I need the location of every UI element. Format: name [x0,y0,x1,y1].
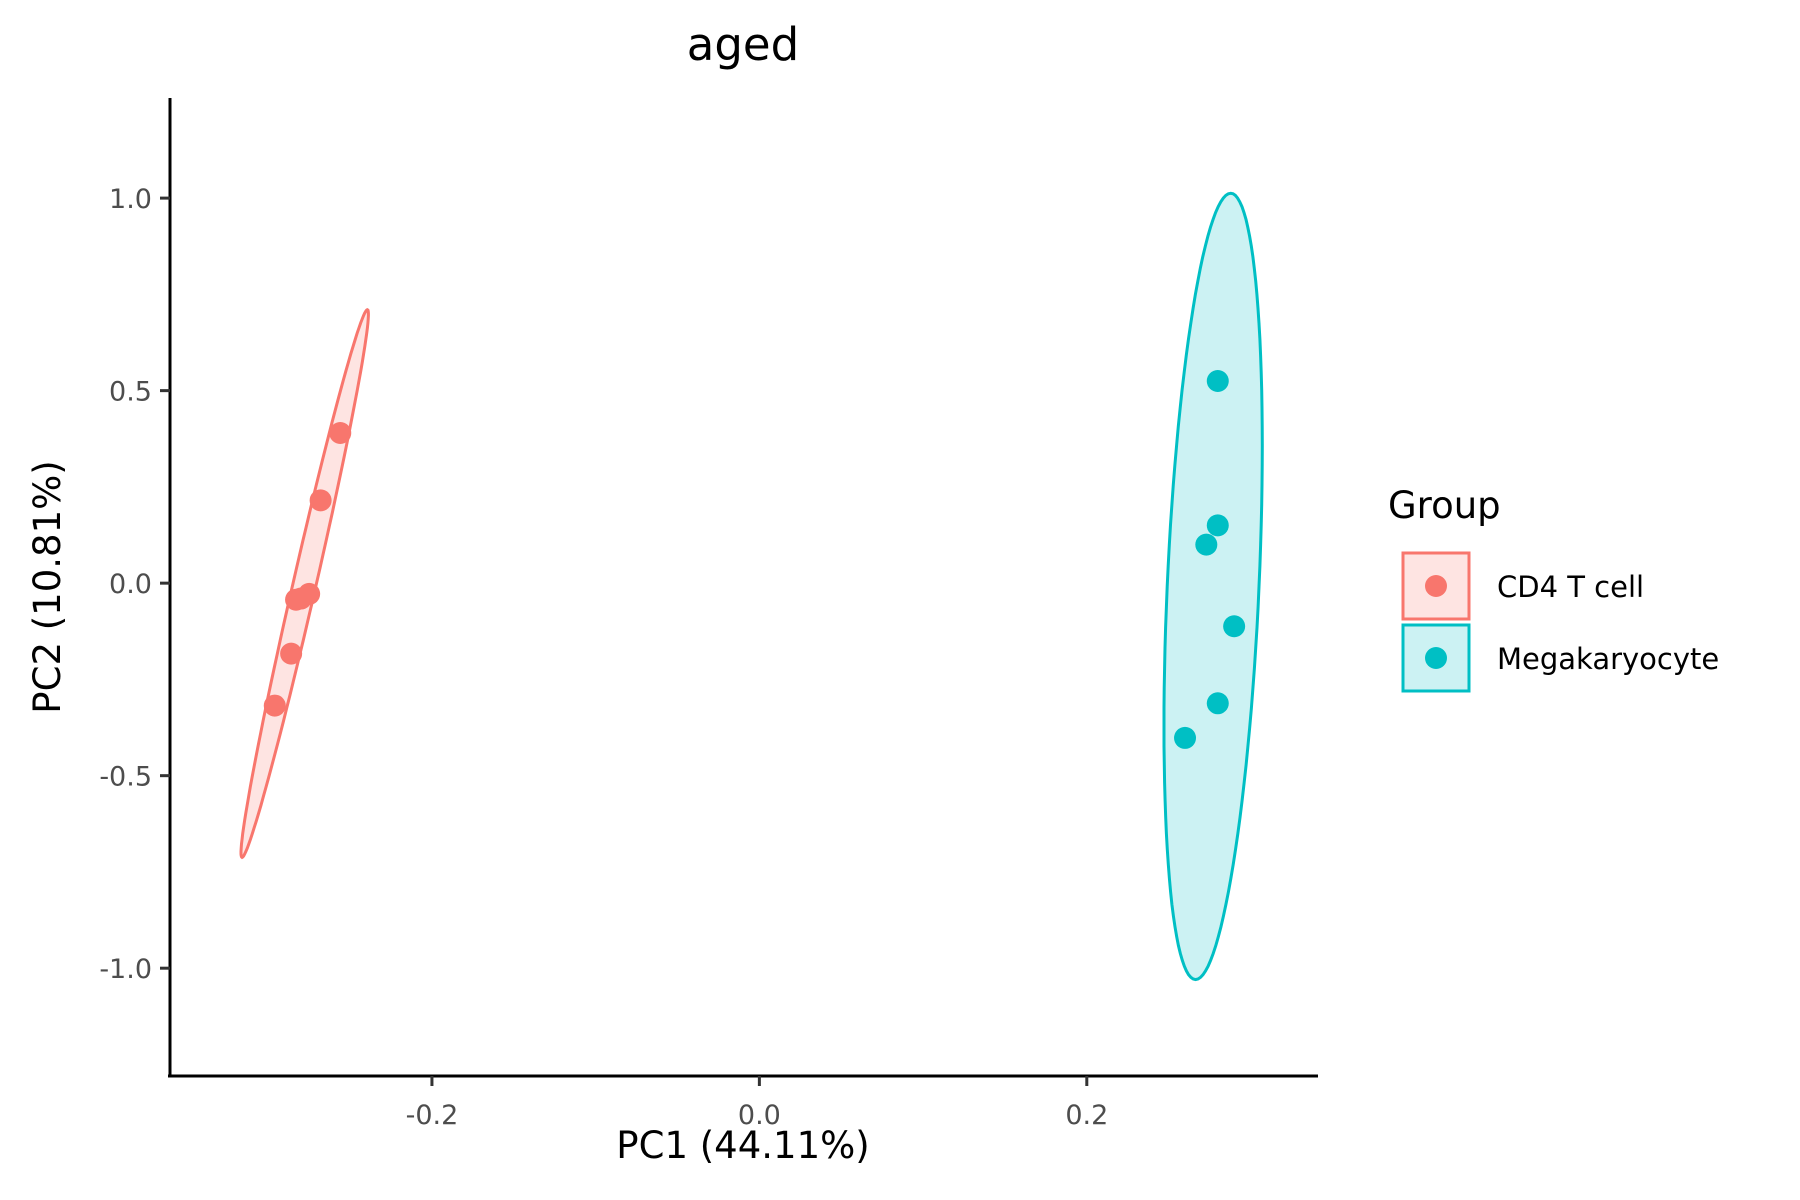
y-tick-label: 0.5 [109,377,152,408]
y-ticks: -1.0 -0.5 0.0 0.5 1.0 [99,184,170,985]
x-ticks: -0.2 0.0 0.2 [406,1076,1108,1131]
point-layer [263,370,1246,749]
point-series-1-2 [1195,533,1218,556]
chart-title: aged [687,18,799,71]
legend-title: Group [1388,484,1501,527]
legend-dot-0 [1425,575,1447,597]
ellipse-layer [239,191,1264,982]
ellipse-series-0 [239,307,370,860]
ellipse-series-1 [1162,191,1264,982]
point-series-0-5 [280,642,303,665]
point-series-0-4 [285,588,308,611]
point-series-1-0 [1206,370,1229,393]
x-axis-title: PC1 (44.11%) [616,1124,869,1167]
legend-dot-1 [1425,647,1447,669]
legend-items: CD4 T cell Megakaryocyte [1401,551,1719,693]
point-series-0-6 [263,694,286,717]
point-series-0-1 [309,489,332,512]
point-series-1-5 [1174,726,1197,749]
legend-label-1: Megakaryocyte [1497,642,1719,676]
y-tick-label: 0.0 [109,569,152,600]
x-tick-label: 0.2 [1065,1100,1108,1131]
point-series-0-0 [329,421,352,444]
point-series-1-1 [1206,514,1229,537]
legend: Group CD4 T cell Megakaryocyte [1388,484,1719,693]
point-series-1-4 [1206,692,1229,715]
y-tick-label: -0.5 [99,762,152,793]
y-tick-label: 1.0 [109,184,152,215]
point-series-1-3 [1223,615,1246,638]
x-tick-label: 0.0 [738,1100,781,1131]
y-tick-label: -1.0 [99,954,152,985]
x-tick-label: -0.2 [406,1100,459,1131]
legend-label-0: CD4 T cell [1497,570,1644,604]
y-axis-title: PC2 (10.81%) [26,460,69,713]
legend-key-1 [1401,623,1471,693]
